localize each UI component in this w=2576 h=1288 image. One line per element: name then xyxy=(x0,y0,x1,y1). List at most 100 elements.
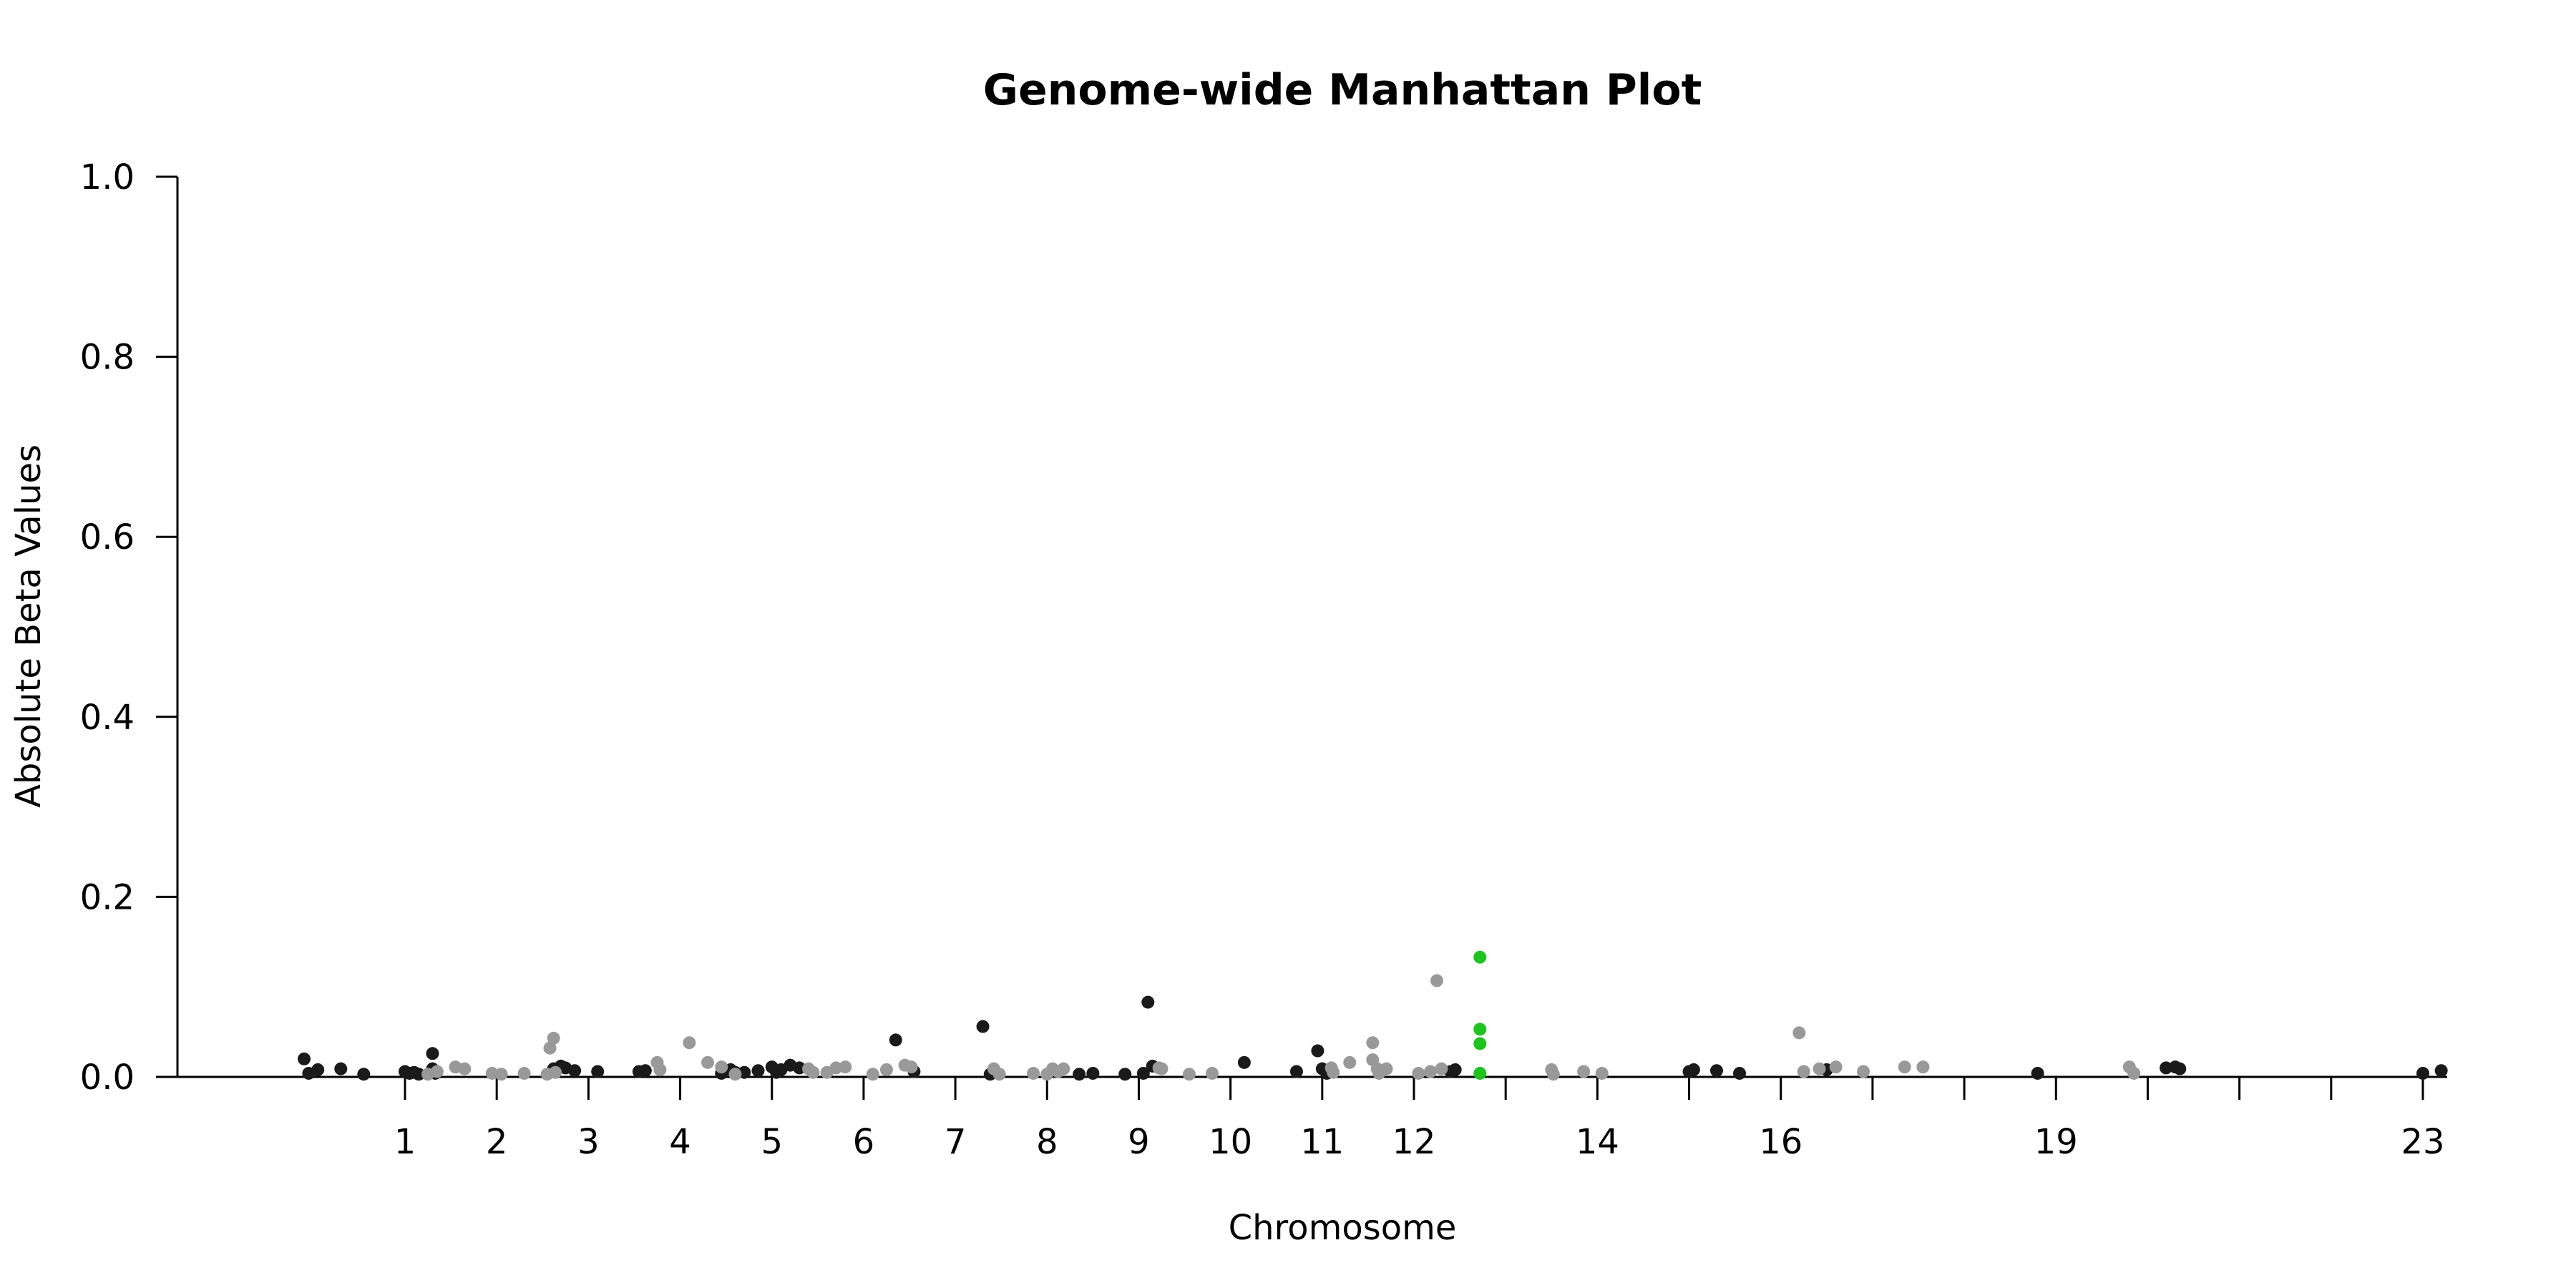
data-point xyxy=(334,1062,348,1075)
data-point xyxy=(547,1031,560,1045)
data-point xyxy=(1546,1068,1560,1081)
data-point xyxy=(879,1063,893,1076)
data-point xyxy=(1311,1044,1324,1058)
data-point xyxy=(992,1068,1006,1081)
data-point xyxy=(430,1065,444,1078)
y-tick-label: 1.0 xyxy=(80,157,135,197)
x-tick-label: 7 xyxy=(945,1122,967,1162)
data-point xyxy=(1473,1037,1487,1050)
data-point xyxy=(638,1064,652,1078)
data-point xyxy=(1473,1066,1487,1080)
data-point xyxy=(1289,1065,1303,1078)
data-point xyxy=(311,1063,325,1076)
data-point xyxy=(839,1060,852,1074)
data-point xyxy=(1141,995,1155,1009)
data-point xyxy=(1430,974,1444,987)
data-point xyxy=(1327,1065,1340,1079)
data-point xyxy=(1073,1068,1086,1081)
chart-title: Genome-wide Manhattan Plot xyxy=(983,65,1702,115)
data-point xyxy=(683,1036,696,1050)
y-axis-label: Absolute Beta Values xyxy=(9,444,49,808)
data-point xyxy=(1343,1055,1357,1069)
data-point xyxy=(1473,1023,1487,1036)
data-point xyxy=(904,1060,918,1074)
data-point xyxy=(1710,1064,1723,1078)
x-tick-label: 3 xyxy=(577,1122,600,1162)
x-tick-label: 10 xyxy=(1209,1122,1252,1162)
data-point xyxy=(728,1068,742,1081)
data-point xyxy=(298,1052,311,1065)
data-point xyxy=(1237,1055,1251,1069)
data-point xyxy=(568,1064,582,1078)
x-tick-label: 19 xyxy=(2034,1122,2078,1162)
x-tick-label: 6 xyxy=(853,1122,875,1162)
data-point xyxy=(1412,1066,1425,1080)
data-point xyxy=(2416,1066,2429,1080)
data-point xyxy=(1857,1065,1870,1078)
data-point xyxy=(1792,1026,1806,1040)
y-tick-label: 0.8 xyxy=(80,338,135,378)
data-point xyxy=(2173,1062,2187,1075)
data-point xyxy=(494,1068,508,1081)
data-point xyxy=(1086,1066,1100,1080)
data-point xyxy=(591,1065,605,1078)
x-tick-label: 5 xyxy=(761,1122,783,1162)
x-tick-label: 8 xyxy=(1036,1122,1058,1162)
x-tick-label: 2 xyxy=(486,1122,508,1162)
y-tick-label: 0.4 xyxy=(80,698,135,738)
data-point xyxy=(1898,1060,1911,1074)
data-point xyxy=(1797,1065,1810,1078)
data-point xyxy=(1813,1062,1826,1075)
data-point xyxy=(412,1068,426,1081)
x-tick-label: 16 xyxy=(1759,1122,1802,1162)
data-point xyxy=(1435,1062,1448,1075)
x-tick-label: 11 xyxy=(1300,1122,1344,1162)
data-point xyxy=(1595,1066,1609,1080)
data-point xyxy=(1380,1062,1393,1075)
data-point xyxy=(458,1062,472,1075)
data-point xyxy=(715,1060,728,1074)
data-point xyxy=(1057,1062,1070,1075)
data-point xyxy=(1916,1060,1930,1074)
data-point xyxy=(1448,1063,1462,1076)
data-point xyxy=(1733,1066,1747,1080)
axes: 0.00.20.40.60.81.01 2 3 4 5 6 7 8 9 10 11 12 14 16 19 2… xyxy=(80,157,2447,1162)
data-point xyxy=(976,1020,990,1033)
y-tick-label: 0.6 xyxy=(80,517,135,557)
data-point xyxy=(426,1047,439,1060)
x-tick-label: 14 xyxy=(1576,1122,1619,1162)
y-tick-label: 0.0 xyxy=(80,1058,135,1098)
data-point xyxy=(1118,1068,1132,1081)
x-tick-label: 23 xyxy=(2401,1122,2444,1162)
data-point xyxy=(1155,1062,1169,1075)
data-point xyxy=(1687,1063,1700,1076)
y-tick-label: 0.2 xyxy=(80,877,135,917)
data-point xyxy=(357,1068,371,1081)
data-point xyxy=(1424,1065,1438,1078)
x-tick-label: 1 xyxy=(394,1122,416,1162)
data-point xyxy=(1206,1066,1219,1080)
data-point xyxy=(2127,1066,2141,1080)
data-point xyxy=(2031,1066,2044,1080)
data-point xyxy=(701,1055,714,1069)
x-tick-label: 4 xyxy=(669,1122,691,1162)
data-point xyxy=(549,1065,562,1079)
data-point xyxy=(1136,1066,1150,1080)
data-point xyxy=(653,1063,667,1076)
data-point xyxy=(517,1066,531,1080)
data-point xyxy=(1829,1060,1843,1074)
x-axis-label: Chromosome xyxy=(1229,1208,1457,1248)
data-point xyxy=(1577,1065,1591,1078)
data-point xyxy=(2434,1064,2448,1078)
x-tick-label: 9 xyxy=(1128,1122,1150,1162)
data-point xyxy=(889,1033,902,1047)
data-point xyxy=(1182,1068,1196,1081)
data-point xyxy=(1366,1036,1380,1050)
data-point xyxy=(1027,1066,1040,1080)
data-point xyxy=(1473,950,1487,964)
x-tick-label: 12 xyxy=(1392,1122,1435,1162)
data-point xyxy=(543,1041,557,1055)
data-points xyxy=(298,950,2448,1081)
data-point xyxy=(866,1068,879,1081)
